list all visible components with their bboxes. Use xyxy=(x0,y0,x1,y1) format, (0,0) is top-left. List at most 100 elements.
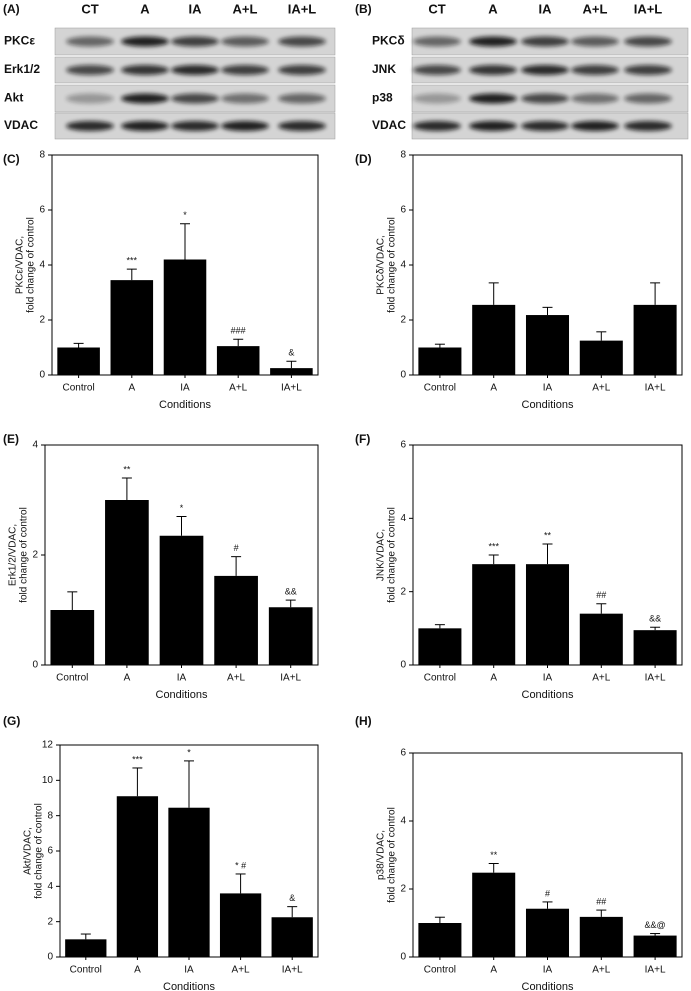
significance-label: *** xyxy=(132,754,143,764)
blot-band xyxy=(121,65,169,75)
significance-label: &&@ xyxy=(645,920,666,930)
panel-label: (B) xyxy=(355,2,372,16)
bar xyxy=(633,935,677,957)
x-tick-label: A+L xyxy=(592,673,611,684)
lane-label: A+L xyxy=(583,1,608,16)
bar xyxy=(418,347,462,375)
y-tick-label: 0 xyxy=(400,952,406,963)
y-tick-label: 6 xyxy=(39,205,45,216)
significance-label: # xyxy=(234,543,239,553)
blot-band xyxy=(221,65,269,75)
bar xyxy=(633,630,677,665)
lane-label: CT xyxy=(81,1,98,16)
blot-band xyxy=(66,93,114,104)
blot-band xyxy=(171,121,219,131)
y-tick-label: 12 xyxy=(42,740,54,751)
y-tick-label: 6 xyxy=(400,748,406,759)
bar xyxy=(159,535,204,665)
x-tick-label: A+L xyxy=(229,383,248,394)
y-tick-label: 2 xyxy=(400,884,406,895)
x-tick-label: Control xyxy=(424,965,456,976)
blot-band xyxy=(121,93,169,104)
bar xyxy=(579,916,623,957)
bar xyxy=(168,807,210,957)
blot-band xyxy=(278,36,326,47)
blot-band xyxy=(521,36,569,47)
x-tick-label: IA+L xyxy=(281,383,302,394)
y-tick-label: 2 xyxy=(400,315,406,326)
blot-band xyxy=(66,121,114,131)
bar xyxy=(116,796,159,957)
x-tick-label: Control xyxy=(62,383,94,394)
x-tick-label: A xyxy=(490,383,497,394)
bar xyxy=(50,610,95,665)
y-tick-label: 2 xyxy=(32,550,38,561)
bar xyxy=(214,575,258,665)
y-axis-label: fold change of control xyxy=(387,217,398,313)
bar xyxy=(105,500,149,665)
y-tick-label: 0 xyxy=(39,370,45,381)
significance-label: & xyxy=(289,893,295,903)
blot-band xyxy=(624,121,672,131)
y-axis-label: fold change of control xyxy=(19,507,30,603)
blot-band xyxy=(571,65,619,75)
lane-label: IA xyxy=(189,1,203,16)
row-label: JNK xyxy=(372,62,396,76)
lane-label: CT xyxy=(428,1,445,16)
y-axis-label: fold change of control xyxy=(34,803,45,899)
significance-label: * xyxy=(180,503,184,513)
y-tick-label: 6 xyxy=(400,205,406,216)
x-axis-label: Conditions xyxy=(522,689,574,701)
x-tick-label: IA+L xyxy=(280,673,301,684)
blot-band xyxy=(66,36,114,47)
x-tick-label: A+L xyxy=(592,965,611,976)
row-label: PKCδ xyxy=(372,34,405,48)
row-label: VDAC xyxy=(4,118,38,132)
bar xyxy=(472,564,516,665)
bar xyxy=(57,347,100,375)
blot-band xyxy=(469,65,517,75)
y-tick-label: 4 xyxy=(32,440,38,451)
blot-band xyxy=(521,93,569,104)
lane-label: A xyxy=(140,1,150,16)
bar xyxy=(525,564,570,665)
y-tick-label: 4 xyxy=(400,513,406,524)
y-tick-label: 8 xyxy=(39,150,45,161)
bar xyxy=(418,923,462,957)
x-axis-label: Conditions xyxy=(159,399,211,411)
blot-band xyxy=(413,36,461,47)
row-label: PKCε xyxy=(4,34,35,48)
y-tick-label: 4 xyxy=(39,260,45,271)
y-tick-label: 8 xyxy=(400,150,406,161)
blot-band xyxy=(624,36,672,47)
significance-label: && xyxy=(285,586,297,596)
panel-label: (C) xyxy=(3,152,20,166)
blot-band xyxy=(413,65,461,75)
bar xyxy=(633,304,677,375)
lane-label: IA+L xyxy=(634,1,663,16)
y-axis-label: Akt/VDAC, xyxy=(23,827,34,875)
y-tick-label: 4 xyxy=(400,816,406,827)
blot-band xyxy=(624,93,672,104)
blot-band xyxy=(221,93,269,104)
x-axis-label: Conditions xyxy=(163,981,215,991)
lane-label: A xyxy=(488,1,498,16)
blot-band xyxy=(171,36,219,47)
y-tick-label: 8 xyxy=(47,810,53,821)
lane-label: A+L xyxy=(233,1,258,16)
y-axis-label: PKCδ/VDAC, xyxy=(376,235,387,294)
y-tick-label: 0 xyxy=(32,660,38,671)
x-axis-label: Conditions xyxy=(156,689,208,701)
x-tick-label: A xyxy=(490,673,497,684)
y-tick-label: 10 xyxy=(42,775,54,786)
bar xyxy=(579,613,623,665)
y-tick-label: 2 xyxy=(47,916,53,927)
x-tick-label: A xyxy=(128,383,135,394)
significance-label: * xyxy=(187,747,191,757)
significance-label: && xyxy=(649,614,661,624)
significance-label: ## xyxy=(596,896,606,906)
bar xyxy=(270,368,313,375)
x-tick-label: Control xyxy=(70,965,102,976)
bar xyxy=(418,628,462,665)
bar xyxy=(579,340,623,375)
